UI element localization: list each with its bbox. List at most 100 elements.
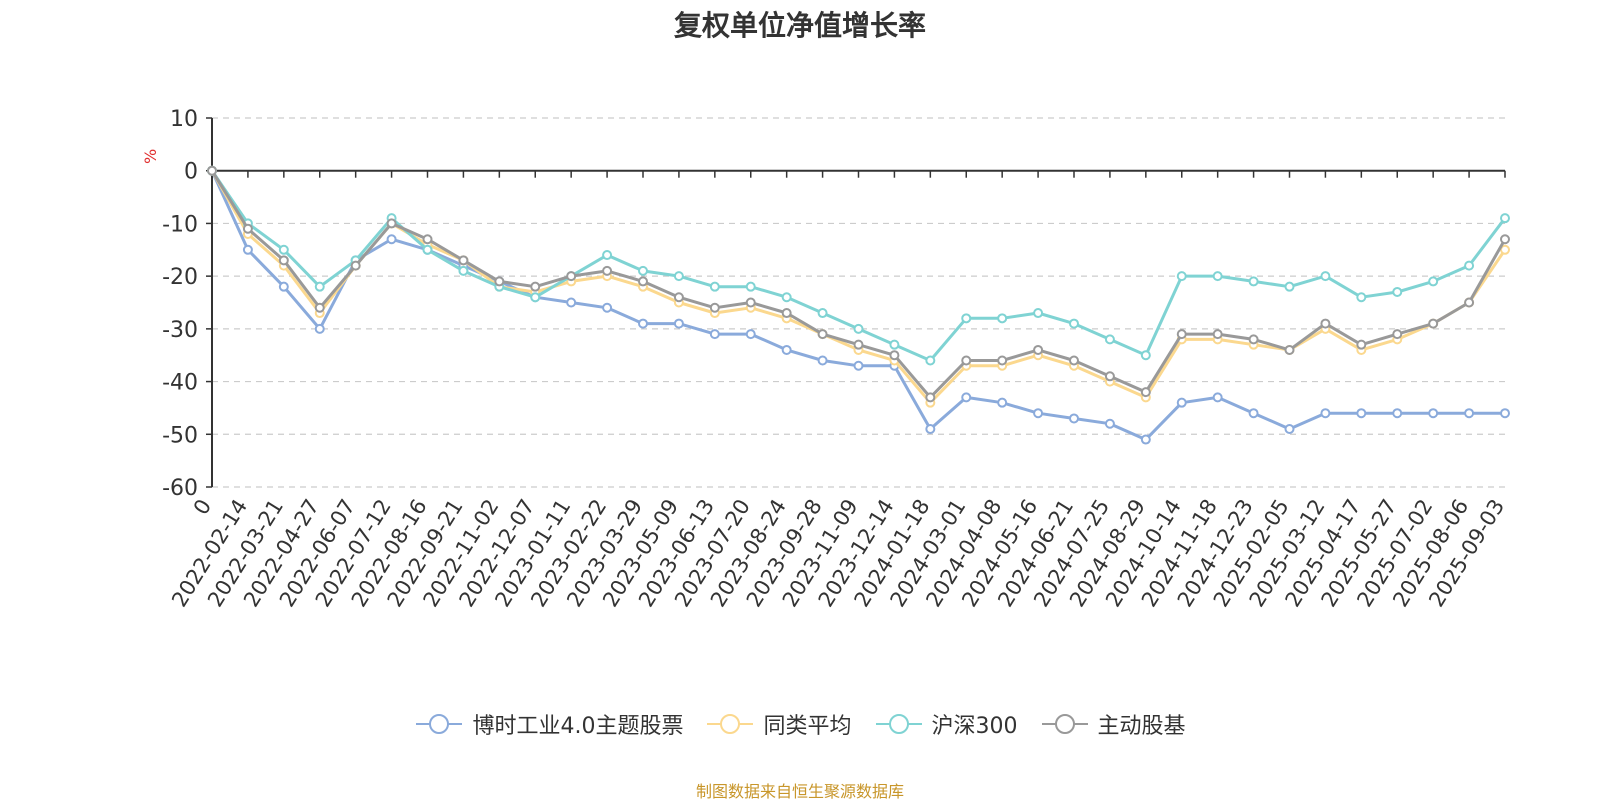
data-point [925, 355, 936, 366]
data-point [1248, 276, 1259, 287]
data-point [961, 392, 972, 403]
data-point [1284, 281, 1295, 292]
data-point [1428, 276, 1439, 287]
data-point [1212, 271, 1223, 282]
data-point [1320, 318, 1331, 329]
data-point [925, 424, 936, 435]
y-tick-label: -20 [162, 265, 198, 290]
data-point [709, 329, 720, 340]
data-point [1140, 434, 1151, 445]
data-point [1140, 387, 1151, 398]
data-point [745, 329, 756, 340]
series-0 [207, 165, 1510, 445]
series-2 [207, 165, 1510, 366]
data-point [314, 323, 325, 334]
data-point [1069, 318, 1079, 329]
data-point [386, 234, 397, 245]
data-point [745, 281, 756, 292]
data-point [458, 265, 469, 276]
legend-label: 主动股基 [1097, 714, 1186, 739]
data-point [242, 244, 253, 255]
data-point [458, 255, 469, 266]
data-point [1104, 371, 1115, 382]
data-point [1320, 408, 1331, 419]
data-point [566, 271, 577, 282]
y-tick-label: -30 [162, 318, 198, 343]
data-point [1284, 424, 1295, 435]
series-3 [207, 165, 1510, 403]
legend-marker-icon [416, 714, 463, 734]
legend-item[interactable]: 博时工业4.0主题股票 [414, 708, 683, 740]
data-point [1500, 244, 1510, 255]
legend-item[interactable]: 同类平均 [705, 708, 852, 740]
data-point [1033, 308, 1044, 319]
legend-label: 博时工业4.0主题股票 [472, 714, 684, 739]
data-point [673, 292, 684, 303]
data-point [745, 297, 756, 308]
data-point [422, 244, 433, 255]
data-point [1176, 329, 1187, 340]
data-point [709, 281, 720, 292]
data-point [1069, 413, 1079, 424]
data-point [889, 350, 900, 361]
data-point [602, 302, 613, 313]
y-tick-label: 10 [170, 107, 198, 132]
data-point [1464, 408, 1475, 419]
axes [211, 118, 1506, 487]
legend-marker-icon [707, 714, 754, 734]
source-note: 制图数据来自恒生聚源数据库 [695, 782, 904, 801]
data-point [673, 318, 684, 329]
data-point [1464, 260, 1475, 271]
data-point [781, 344, 792, 355]
data-point [1392, 329, 1403, 340]
data-point [1392, 286, 1403, 297]
data-point [1500, 213, 1510, 224]
legend-item[interactable]: 沪深300 [874, 708, 1018, 740]
data-point [278, 281, 289, 292]
data-point [1500, 408, 1510, 419]
y-tick-label: -10 [162, 212, 198, 237]
data-point [566, 297, 577, 308]
legend-label: 沪深300 [931, 714, 1018, 739]
data-point [314, 302, 325, 313]
data-point [889, 339, 900, 350]
data-point [1104, 418, 1115, 429]
data-point [1428, 408, 1439, 419]
legend-marker-icon [1041, 714, 1088, 734]
legend-item[interactable]: 主动股基 [1040, 708, 1186, 740]
data-point [422, 234, 433, 245]
data-point [781, 308, 792, 319]
data-point [1176, 397, 1187, 408]
data-point [638, 318, 648, 329]
data-point [1356, 292, 1367, 303]
data-point [853, 360, 864, 371]
y-tick-label: 0 [184, 160, 198, 185]
y-tick-labels: 10 0 -10 -20 -30 -40 -50 -60 [162, 107, 212, 501]
chart-title: 复权单位净值增长率 [673, 9, 926, 42]
data-point [1104, 334, 1115, 345]
data-point [817, 329, 828, 340]
data-point [997, 397, 1008, 408]
data-point [925, 392, 936, 403]
data-point [278, 244, 289, 255]
y-tick-label: -40 [162, 371, 198, 396]
data-point [781, 292, 792, 303]
data-point [638, 265, 648, 276]
data-point [1356, 339, 1367, 350]
data-point [530, 281, 541, 292]
data-point [817, 355, 828, 366]
data-point [853, 339, 864, 350]
legend: 博时工业4.0主题股票 同类平均 沪深300 主动股基 [0, 708, 1600, 740]
data-point [673, 271, 684, 282]
data-point [278, 255, 289, 266]
data-point [709, 302, 720, 313]
series-line [210, 170, 1505, 442]
data-point [997, 355, 1008, 366]
data-point [1212, 329, 1223, 340]
data-point [386, 218, 397, 229]
data-point [602, 250, 613, 261]
data-point [1069, 355, 1079, 366]
data-point [494, 276, 505, 287]
data-point [1033, 408, 1044, 419]
